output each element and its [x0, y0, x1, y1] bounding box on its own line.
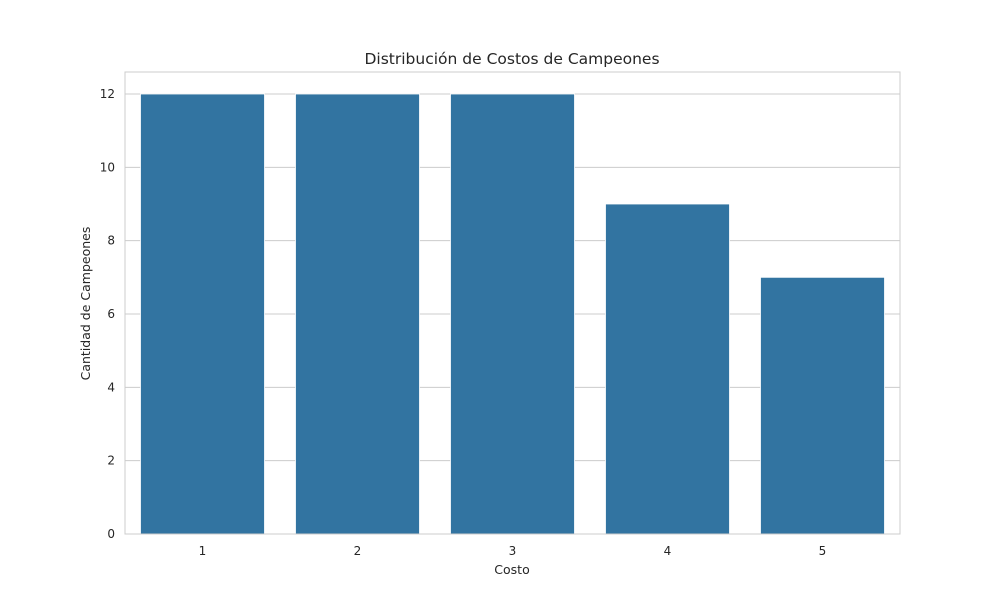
bar-costo-1: [140, 93, 265, 535]
y-tick-label: 2: [107, 454, 115, 468]
bar-costo-5: [760, 276, 885, 535]
y-tick-label: 0: [107, 527, 115, 541]
chart-title: Distribución de Costos de Campeones: [364, 50, 659, 68]
bar-costo-2: [295, 93, 420, 535]
y-tick-label: 10: [100, 160, 115, 174]
x-tick-label: 5: [819, 544, 827, 558]
y-tick-label: 12: [100, 87, 115, 101]
y-axis-label: Cantidad de Campeones: [78, 227, 93, 381]
bar-costo-3: [450, 93, 575, 535]
plot-area-frame: [124, 71, 901, 535]
y-axis-tick-labels: 0 2 4 6 8 10 12: [100, 87, 115, 541]
y-tick-label: 6: [107, 307, 115, 321]
x-axis-label: Costo: [494, 562, 529, 577]
bar-costo-4: [605, 203, 730, 535]
x-tick-label: 4: [664, 544, 672, 558]
x-axis-tick-labels: 1 2 3 4 5: [199, 544, 827, 558]
y-tick-label: 4: [107, 380, 115, 394]
x-tick-label: 1: [199, 544, 207, 558]
y-tick-label: 8: [107, 234, 115, 248]
x-tick-label: 3: [509, 544, 517, 558]
x-tick-label: 2: [354, 544, 362, 558]
bars: [140, 93, 885, 535]
